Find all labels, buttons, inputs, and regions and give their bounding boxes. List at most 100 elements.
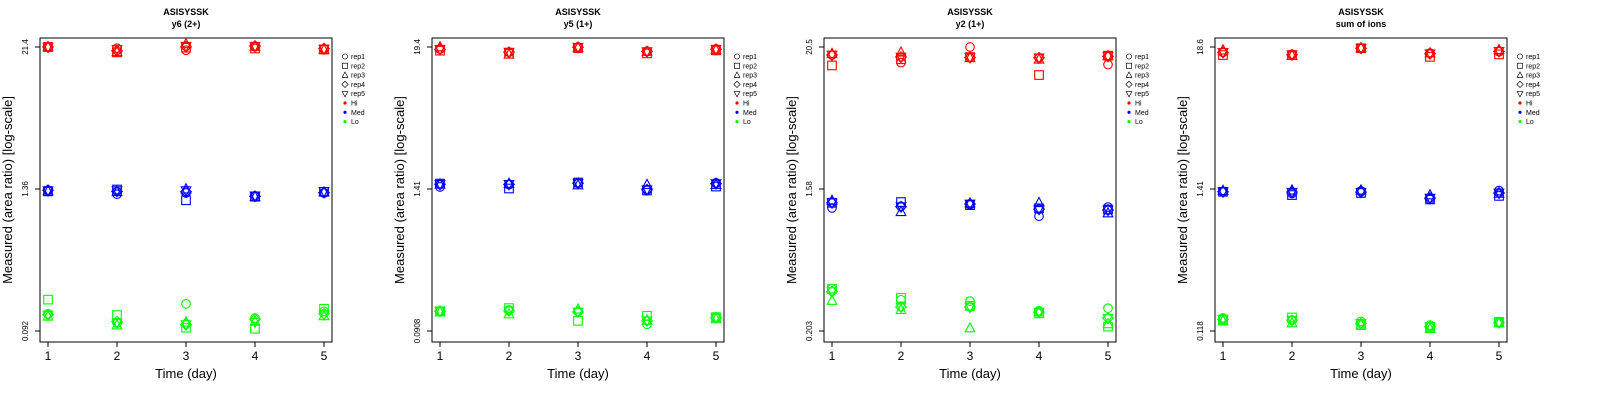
plot-frame [431, 37, 725, 343]
data-point-hi-rep5-day1 [434, 44, 446, 56]
x-tick-label: 3 [967, 349, 974, 363]
legend-label: rep5 [1135, 91, 1149, 98]
data-point-med-rep5-day1 [434, 179, 446, 191]
data-point-med-rep5-day2 [895, 202, 907, 214]
data-point-lo-rep5-day5 [1493, 318, 1505, 330]
data-point-hi-rep5-day5 [710, 44, 722, 56]
data-point-hi-rep3-day4 [641, 45, 653, 56]
data-point-hi-rep2-day4 [1034, 70, 1044, 80]
data-point-med-rep3-day1 [1217, 184, 1229, 195]
data-point-hi-rep5-day2 [503, 47, 515, 59]
y-tick-label: 1.41 [413, 181, 422, 197]
data-point-med-rep3-day1 [826, 194, 838, 205]
chart-title: ASISYSSK [947, 7, 993, 17]
data-point-lo-rep2-day4 [250, 323, 260, 334]
data-point-med-rep5-day1 [42, 186, 54, 198]
triangle-down-legend-marker [733, 91, 741, 98]
circle-legend-marker [1126, 53, 1132, 60]
legend-label: rep3 [351, 73, 365, 80]
legend-label: Lo [1526, 119, 1534, 126]
legend-label: rep4 [1526, 82, 1540, 89]
legend-label: rep2 [743, 63, 757, 70]
data-point-med-rep2-day2 [1287, 190, 1297, 200]
data-point-hi-rep3-day2 [895, 45, 907, 57]
data-point-lo-rep5-day4 [249, 317, 261, 329]
x-tick-label: 5 [1105, 349, 1112, 363]
plot-frame [1214, 37, 1508, 343]
data-point-med-rep3-day3 [964, 196, 976, 208]
x-tick-label: 5 [1496, 349, 1503, 363]
y-tick-label: 0.118 [1196, 321, 1205, 341]
data-point-lo-rep2-day4 [642, 310, 652, 321]
diamond-legend-marker [341, 80, 349, 89]
x-tick-label: 4 [252, 349, 259, 363]
data-point-med-rep5-day1 [826, 198, 838, 210]
legend-label: Hi [351, 101, 358, 108]
legend-label: rep2 [351, 63, 365, 70]
data-point-lo-rep2-day5 [319, 303, 329, 314]
data-point-hi-rep5-day2 [1286, 50, 1298, 62]
x-axis-label: Time (day) [155, 366, 217, 381]
data-point-hi-rep2-day1 [827, 60, 837, 71]
x-tick-label: 4 [1427, 349, 1434, 363]
data-point-med-rep5-day4 [1033, 204, 1045, 216]
triangle-down-legend-marker [1516, 91, 1524, 98]
y-tick-label: 18.6 [1196, 39, 1205, 55]
data-point-hi-rep5-day4 [249, 41, 261, 53]
data-point-lo-rep4-day4 [248, 313, 262, 326]
triangle-up-legend-marker [733, 71, 741, 78]
data-point-lo-rep3-day3 [964, 321, 976, 333]
x-tick-label: 3 [183, 349, 190, 363]
data-point-lo-rep1-day5 [1103, 303, 1113, 314]
data-point-hi-rep5-day3 [964, 53, 976, 64]
data-point-med-rep5-day2 [111, 186, 123, 198]
data-point-hi-rep5-day5 [1102, 52, 1114, 63]
data-point-med-rep3-day1 [434, 177, 446, 189]
legend-dot-med [1127, 110, 1131, 114]
data-point-lo-rep5-day1 [434, 306, 446, 318]
data-point-lo-rep5-day1 [42, 310, 54, 322]
data-point-lo-rep5-day3 [572, 307, 584, 319]
legend-dot-med [735, 110, 739, 114]
data-point-lo-rep5-day1 [1217, 315, 1229, 326]
chart-panel-1: ASISYSSK y6 (2+) 0.092 1.36 21.4 1 2 3 4 5 Time (d… [0, 7, 365, 381]
square-legend-marker [734, 62, 740, 69]
chart-subtitle: y6 (2+) [172, 19, 201, 29]
x-tick-label: 4 [1036, 349, 1043, 363]
data-point-hi-rep5-day3 [572, 42, 584, 54]
x-tick-label: 3 [575, 349, 582, 363]
legend-label: Hi [1135, 101, 1142, 108]
chart-title: ASISYSSK [163, 7, 209, 17]
legend-dot-hi [343, 101, 347, 105]
y-axis-label: Measured (area ratio) [log-scale] [0, 96, 15, 284]
data-point-lo-rep5-day2 [111, 318, 123, 330]
data-point-lo-rep5-day4 [641, 316, 653, 328]
diamond-legend-marker [733, 80, 741, 89]
data-point-med-rep5-day4 [249, 191, 261, 203]
triangle-up-legend-marker [1516, 71, 1524, 78]
square-legend-marker [1517, 62, 1523, 69]
legend-label: rep1 [743, 54, 757, 61]
x-tick-label: 2 [898, 349, 905, 363]
legend-label: rep2 [1526, 63, 1540, 70]
data-point-med-rep1-day4 [1034, 211, 1044, 222]
legend-label: Med [743, 110, 757, 117]
x-tick-label: 1 [829, 349, 836, 363]
legend-label: rep2 [1135, 63, 1149, 70]
data-point-lo-rep3-day4 [641, 313, 653, 325]
data-point-lo-rep2-day3 [181, 322, 191, 333]
legend: rep1 rep2 rep3 rep4 rep5 Hi Med Lo [733, 53, 757, 126]
y-tick-label: 0.092 [21, 320, 30, 341]
legend-label: rep4 [743, 82, 757, 89]
legend-label: rep3 [1526, 73, 1540, 80]
triangle-up-legend-marker [341, 71, 349, 78]
x-tick-label: 5 [321, 349, 328, 363]
data-point-lo-rep5-day5 [318, 310, 330, 322]
legend: rep1 rep2 rep3 rep4 rep5 Hi Med Lo [1125, 53, 1149, 126]
legend-label: rep4 [351, 82, 365, 89]
data-point-hi-rep5-day4 [1424, 49, 1436, 61]
x-tick-label: 2 [114, 349, 121, 363]
chart-title: ASISYSSK [1338, 7, 1384, 17]
data-point-hi-rep5-day2 [111, 45, 123, 56]
data-point-med-rep5-day5 [318, 187, 330, 198]
